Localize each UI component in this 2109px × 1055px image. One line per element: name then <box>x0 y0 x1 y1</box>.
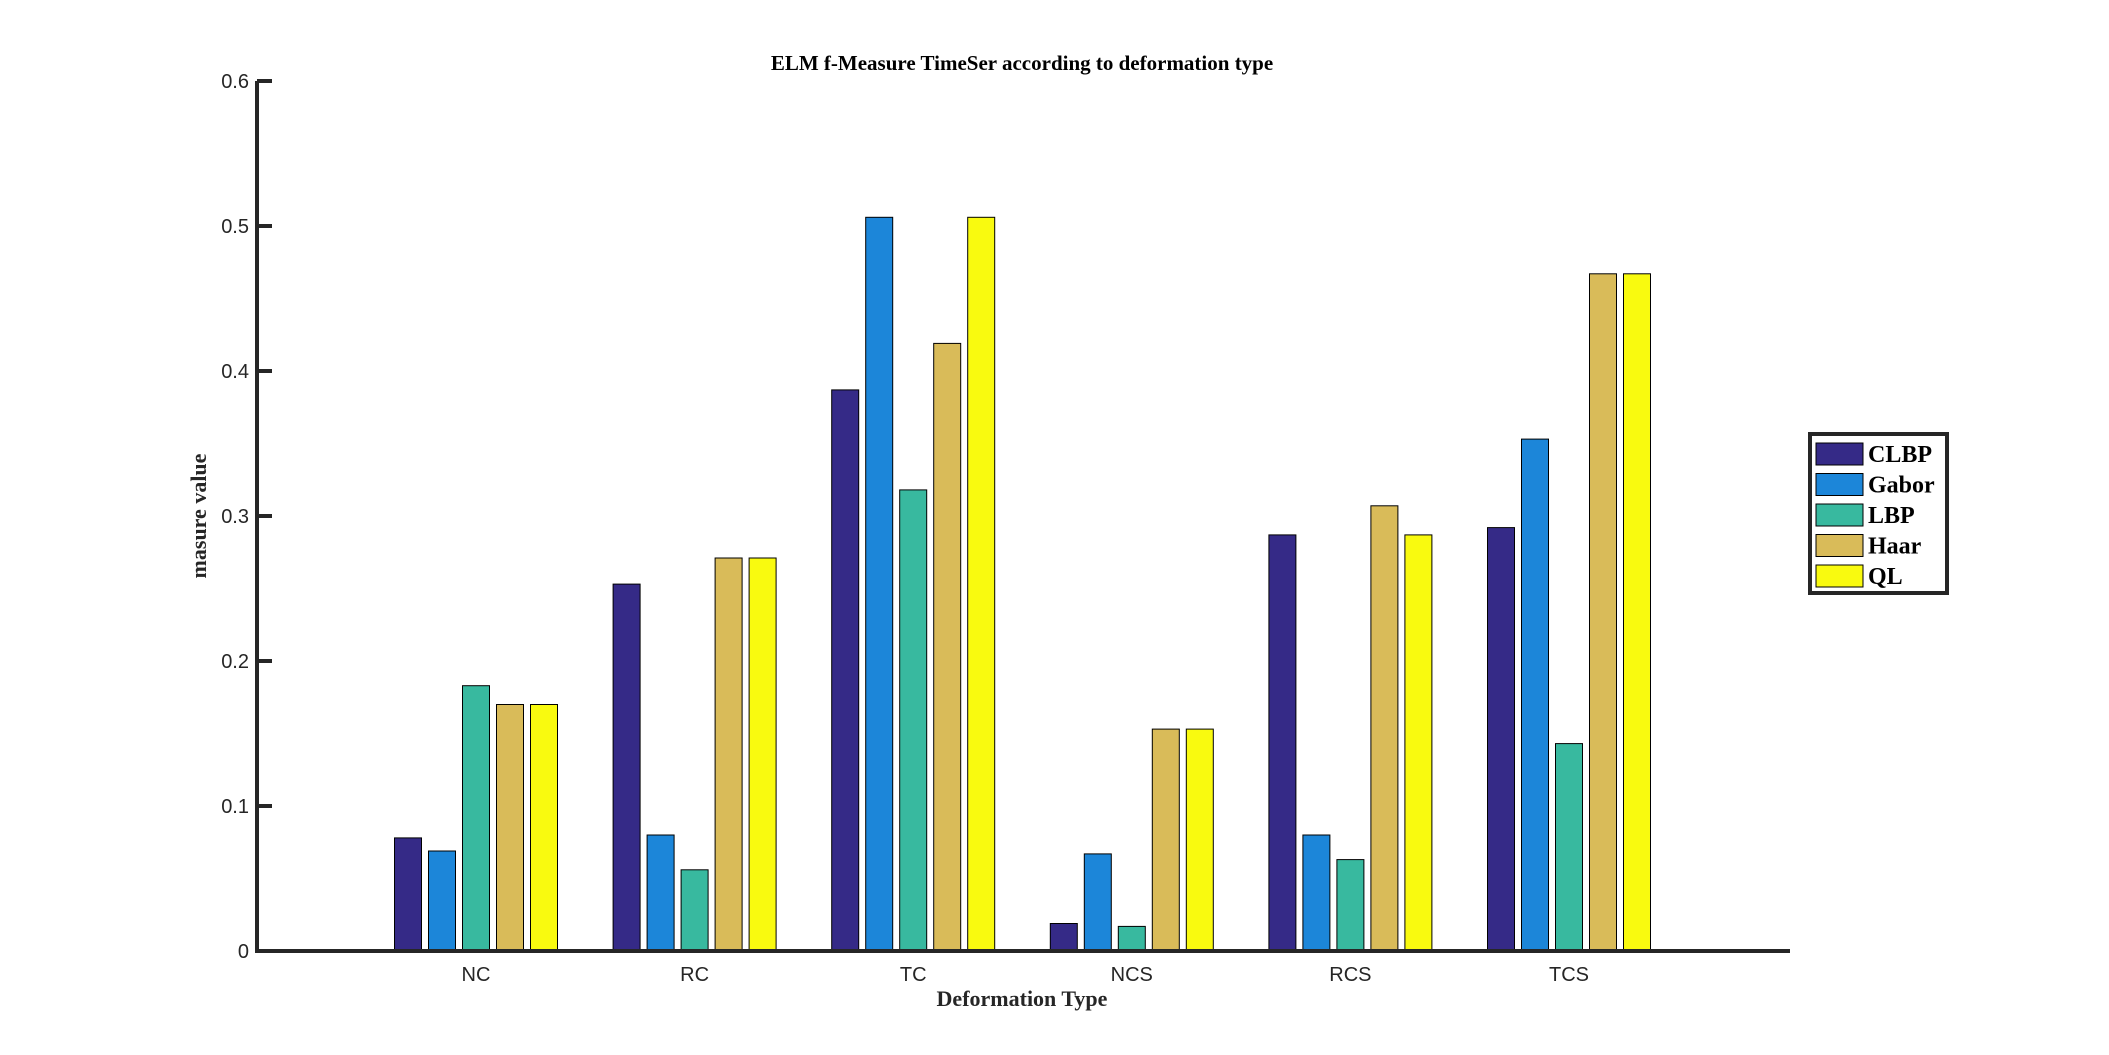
bar-lbp-nc <box>462 685 490 952</box>
bar-ql-rcs <box>1404 534 1433 952</box>
y-tick-label: 0.5 <box>221 216 249 238</box>
legend-swatch-ql <box>1815 564 1864 588</box>
legend[interactable]: CLBP Gabor LBP Haar QL <box>1808 432 1949 595</box>
x-axis-label: Deformation Type <box>937 986 1108 1011</box>
bar-gabor-tc <box>865 216 894 952</box>
bar-ql-tc <box>967 216 996 952</box>
legend-swatch-gabor <box>1815 473 1864 496</box>
bar-haar-nc <box>496 704 524 952</box>
bar-gabor-nc <box>428 850 456 952</box>
legend-label-haar: Haar <box>1868 534 1922 560</box>
x-tick-label: NC <box>462 964 491 986</box>
y-tick-label: 0.4 <box>221 361 249 383</box>
bars-group <box>394 216 1651 952</box>
chart-title: ELM f-Measure TimeSer according to defor… <box>771 51 1273 75</box>
bar-lbp-rc <box>680 869 709 952</box>
bar-gabor-ncs <box>1083 853 1112 952</box>
bar-lbp-tc <box>899 489 928 952</box>
y-tick-label: 0 <box>238 941 249 963</box>
legend-label-gabor: Gabor <box>1868 473 1935 499</box>
bar-ql-nc <box>530 704 558 952</box>
bar-ql-tcs <box>1623 273 1651 952</box>
bar-haar-tc <box>933 342 962 952</box>
x-tick-label: RC <box>680 964 709 986</box>
legend-swatch-clbp <box>1815 442 1864 466</box>
bar-clbp-rcs <box>1268 534 1297 952</box>
bar-ql-ncs <box>1185 728 1214 952</box>
bar-clbp-ncs <box>1049 923 1078 952</box>
legend-swatch-lbp <box>1815 503 1864 527</box>
bar-gabor-rc <box>646 834 675 952</box>
x-tick-label: TC <box>900 964 927 986</box>
bar-haar-ncs <box>1151 728 1180 952</box>
x-tick-label: RCS <box>1329 964 1371 986</box>
bar-clbp-rc <box>612 583 641 952</box>
bar-lbp-tcs <box>1555 743 1583 952</box>
bar-gabor-tcs <box>1521 438 1549 952</box>
bar-lbp-rcs <box>1336 859 1365 952</box>
bar-clbp-tc <box>831 389 860 952</box>
legend-swatch-haar <box>1815 534 1864 557</box>
bar-gabor-rcs <box>1302 834 1331 952</box>
bar-haar-tcs <box>1589 273 1617 952</box>
y-tick-label: 0.6 <box>221 71 249 93</box>
y-tick-label: 0.2 <box>221 651 249 673</box>
bar-haar-rcs <box>1370 505 1399 952</box>
legend-label-ql: QL <box>1868 564 1903 590</box>
bar-ql-rc <box>748 557 777 952</box>
x-tick-label: NCS <box>1111 964 1153 986</box>
legend-label-lbp: LBP <box>1868 503 1915 529</box>
bar-clbp-tcs <box>1487 527 1515 952</box>
bar-lbp-ncs <box>1117 925 1146 952</box>
axes-group: NC RC TC NCS RCS TCS 0 0.1 0.2 0.3 0.4 0.5 0.6 <box>221 71 1790 986</box>
y-axis-label: masure value <box>186 453 211 578</box>
x-tick-label: TCS <box>1549 964 1589 986</box>
bar-clbp-nc <box>394 837 422 952</box>
bar-haar-rc <box>714 557 743 952</box>
legend-label-clbp: CLBP <box>1868 442 1932 468</box>
y-tick-label: 0.3 <box>221 506 249 528</box>
y-tick-label: 0.1 <box>221 796 249 818</box>
